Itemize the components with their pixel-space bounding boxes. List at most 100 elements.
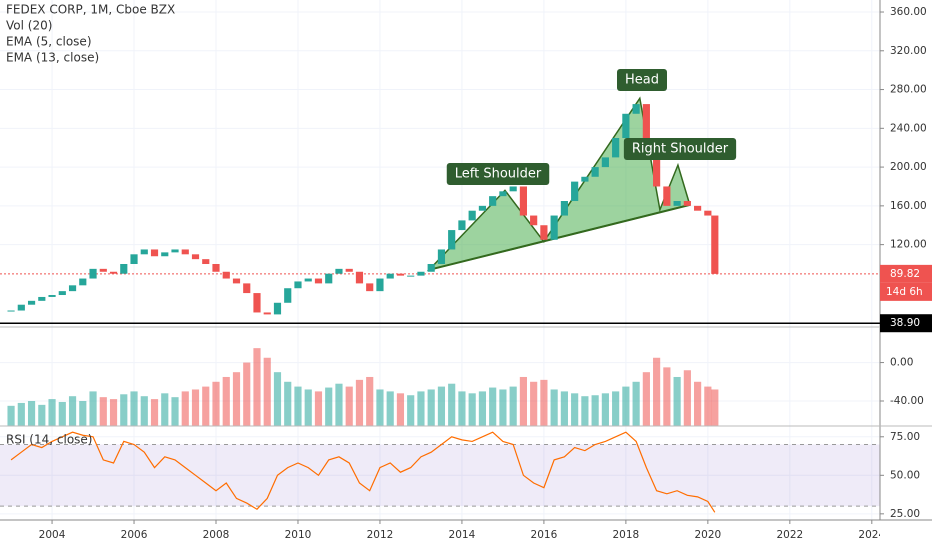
countdown-box	[880, 282, 932, 301]
volume-bar	[519, 376, 527, 426]
volume-bar	[653, 357, 661, 426]
rsi-line	[10, 431, 716, 513]
candle	[509, 186, 517, 192]
volume-bar	[427, 389, 435, 426]
candle	[161, 252, 169, 257]
volume-bar	[130, 391, 138, 426]
y-tick-label: 320.00	[890, 45, 927, 57]
candle	[407, 275, 415, 277]
candle	[140, 249, 148, 255]
candle	[581, 176, 589, 182]
rsi-label: RSI (14, close)	[6, 433, 92, 447]
candle	[243, 283, 251, 294]
last-price-label: 89.82	[890, 268, 920, 280]
y-tick-label: 50.00	[890, 469, 920, 481]
volume-bar	[253, 348, 261, 426]
candle	[181, 249, 189, 255]
x-tick-label: 2012	[367, 529, 394, 541]
candle	[99, 268, 107, 272]
x-tick-label: 2004	[39, 529, 66, 541]
candle	[263, 312, 271, 315]
rsi-band	[0, 444, 880, 507]
neckline	[428, 203, 691, 271]
indicator-label: EMA (5, close)	[6, 35, 92, 49]
volume-bar	[366, 376, 374, 426]
candle	[7, 310, 15, 312]
volume-bar	[663, 367, 671, 426]
x-tick-label: 2024	[858, 529, 885, 541]
volume-bar	[458, 391, 466, 426]
volume-bar	[325, 387, 333, 426]
volume-bar	[386, 391, 394, 426]
candle	[79, 278, 87, 286]
x-tick-label: 2010	[285, 529, 312, 541]
volume-bar	[376, 389, 384, 426]
volume-bar	[181, 391, 189, 426]
candle	[683, 201, 691, 206]
volume-bar	[120, 394, 128, 426]
y-tick-label: 360.00	[890, 6, 927, 18]
y-tick-label: 200.00	[890, 161, 927, 173]
volume-bar	[489, 387, 497, 426]
volume-bar	[417, 391, 425, 426]
candle	[550, 215, 558, 240]
volume-bar	[284, 381, 292, 426]
candle	[345, 268, 353, 272]
candle	[530, 215, 538, 226]
candle	[663, 186, 671, 206]
countdown-label: 14d 6h	[886, 286, 923, 298]
volume-bar	[396, 393, 405, 426]
x-tick-label: 2020	[694, 529, 721, 541]
annotation-box	[623, 138, 737, 160]
candle	[202, 259, 210, 265]
volume-bar	[335, 383, 343, 426]
volume-bar	[273, 372, 282, 426]
volume-bar	[632, 381, 640, 426]
y-tick-label: 25.00	[890, 508, 920, 520]
annotation-label: Head	[625, 73, 659, 88]
candle	[212, 264, 220, 272]
candle	[571, 181, 579, 202]
candle	[499, 191, 507, 197]
candle	[130, 254, 138, 265]
volume-bar	[294, 386, 302, 426]
candle	[653, 138, 661, 187]
candle	[612, 138, 620, 158]
volume-bar	[407, 395, 415, 426]
candle	[120, 264, 128, 274]
candle	[273, 302, 282, 315]
volume-bar	[243, 362, 251, 426]
y-tick-label: -40.00	[890, 395, 924, 407]
candle	[284, 288, 292, 303]
volume-bar	[591, 395, 599, 426]
volume-bar	[17, 402, 25, 426]
candle	[489, 196, 497, 206]
volume-bar	[99, 397, 107, 426]
volume-bar	[530, 381, 538, 426]
candle	[191, 254, 200, 260]
volume-bar	[673, 376, 681, 426]
volume-bar	[191, 389, 200, 426]
volume-bar	[161, 393, 169, 426]
volume-bar	[571, 393, 579, 426]
candle	[427, 264, 435, 272]
candle	[632, 104, 640, 114]
volume-bar	[642, 372, 650, 426]
candle	[694, 205, 702, 211]
volume-bar	[499, 389, 507, 426]
volume-bar	[560, 391, 568, 426]
volume-bar	[345, 386, 353, 426]
candle	[560, 201, 568, 216]
volume-bar	[694, 381, 702, 426]
chart-title: FEDEX CORP, 1M, Cboe BZX	[6, 3, 175, 17]
volume-bar	[48, 399, 56, 426]
volume-bar	[704, 386, 712, 426]
x-tick-label: 2014	[449, 529, 476, 541]
level-label: 38.90	[890, 317, 920, 329]
last-price-box	[880, 264, 932, 283]
x-tick-label: 2016	[531, 529, 558, 541]
candle	[314, 278, 323, 284]
volume-bar	[304, 389, 312, 426]
y-tick-label: 0.00	[890, 357, 913, 369]
volume-bar	[27, 401, 36, 426]
